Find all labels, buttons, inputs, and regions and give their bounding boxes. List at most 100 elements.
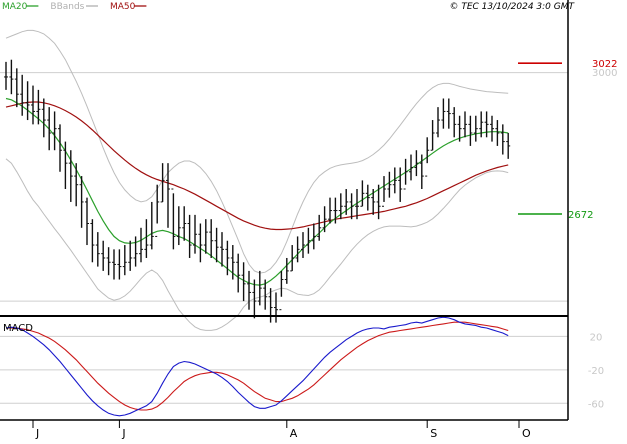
ohlc-bar: [79, 176, 84, 228]
ohlc-bar: [9, 59, 14, 95]
ohlc-bar: [371, 189, 376, 215]
ohlc-bar: [85, 197, 89, 246]
ohlc-bar: [182, 206, 187, 241]
ohlc-bar: [187, 214, 192, 258]
ohlc-bar: [376, 184, 381, 220]
ohlc-bar: [149, 201, 154, 250]
ohlc-bar: [203, 219, 208, 254]
x-axis-month-label: A: [290, 427, 298, 440]
x-axis-month-label: J: [121, 427, 125, 440]
ohlc-bar: [128, 240, 133, 271]
ohlc-bar: [31, 85, 35, 125]
ohlc-bar: [317, 214, 322, 241]
ohlc-bar: [306, 227, 311, 254]
ohlc-bar: [41, 98, 46, 138]
x-axis-month-label: O: [522, 427, 531, 440]
ohlc-bar: [387, 171, 392, 198]
ohlc-bar: [14, 68, 19, 108]
ohlc-bar: [47, 107, 52, 151]
ma20-line: [5, 97, 509, 286]
ohlc-bar: [133, 236, 138, 267]
ohlc-bar: [144, 219, 149, 258]
ohlc-bar: [225, 240, 230, 276]
ohlc-bar: [441, 98, 446, 129]
ohlc-bar: [171, 188, 176, 250]
ohlc-bar: [279, 270, 284, 311]
macd-signal-line: [6, 321, 509, 411]
legend-label-ma50: MA50: [110, 2, 136, 12]
ohlc-bar: [301, 232, 305, 258]
ohlc-bar: [446, 98, 451, 129]
ohlc-bar: [106, 247, 111, 276]
ohlc-bar: [284, 257, 289, 284]
macd-line: [5, 316, 509, 417]
ohlc-bar: [257, 270, 262, 306]
x-axis-month-label: J: [35, 427, 39, 440]
ohlc-bar: [463, 111, 467, 138]
ohlc-bar: [425, 137, 430, 177]
ohlc-bar: [468, 115, 473, 146]
resistance-label: 3022: [592, 59, 617, 70]
ohlc-bar: [495, 120, 500, 146]
ohlc-bar: [452, 107, 457, 138]
legend-label-bbands: BBands: [50, 2, 84, 12]
ma50-line: [5, 101, 509, 231]
ohlc-bar: [68, 150, 73, 202]
ohlc-bar: [63, 141, 68, 190]
ohlc-bar: [506, 132, 511, 159]
ohlc-bar: [25, 81, 30, 121]
ohlc-bar: [490, 115, 494, 142]
macd-axis-tick-label: -20: [588, 366, 604, 377]
ohlc-bar: [139, 227, 143, 263]
ohlc-bar: [176, 206, 181, 246]
ohlc-bar: [355, 189, 359, 220]
ohlc-bar: [90, 219, 95, 263]
ohlc-bar: [74, 163, 79, 207]
ohlc-bar: [409, 154, 413, 181]
ohlc-bar: [36, 89, 41, 125]
ohlc-bar: [214, 227, 219, 263]
ohlc-bar: [349, 193, 354, 220]
ohlc-bar: [52, 111, 57, 151]
ohlc-bar: [338, 193, 343, 220]
ohlc-bar: [403, 158, 408, 190]
ohlc-bar: [20, 74, 25, 116]
ohlc-bar: [500, 124, 505, 155]
ohlc-bar: [328, 197, 332, 224]
ohlc-bar: [365, 184, 370, 211]
ohlc-bar: [112, 249, 116, 280]
ohlc-bar: [311, 223, 316, 250]
ohlc-bar: [484, 111, 489, 138]
bollinger-lower-line: [5, 158, 509, 331]
ohlc-bar: [436, 107, 440, 138]
ohlc-bar: [160, 163, 165, 203]
ohlc-bar: [419, 154, 424, 190]
ohlc-bar: [95, 232, 100, 267]
ohlc-bar: [58, 124, 62, 172]
ohlc-bar: [220, 232, 224, 267]
ohlc-bar: [398, 167, 403, 202]
ohlc-bar: [236, 253, 241, 293]
ohlc-bar: [241, 262, 246, 302]
macd-axis-tick-label: -60: [588, 399, 604, 410]
ohlc-bar: [155, 184, 160, 237]
ohlc-bar: [360, 180, 365, 207]
ohlc-bar: [274, 292, 278, 323]
ohlc-bar: [101, 240, 106, 271]
ohlc-bar: [4, 61, 8, 90]
ohlc-bar: [263, 279, 268, 310]
ohlc-bar: [209, 219, 214, 258]
ohlc-bar: [344, 189, 349, 215]
ohlc-bar: [117, 249, 122, 280]
ohlc-bar: [414, 150, 419, 177]
support-label: 2672: [568, 210, 593, 221]
ohlc-bar: [122, 245, 127, 276]
ohlc-bar: [382, 176, 386, 207]
ohlc-bar: [193, 214, 197, 254]
macd-title: MACD: [3, 323, 33, 334]
ohlc-bar: [166, 163, 170, 228]
macd-axis-tick-label: 20: [590, 332, 603, 343]
